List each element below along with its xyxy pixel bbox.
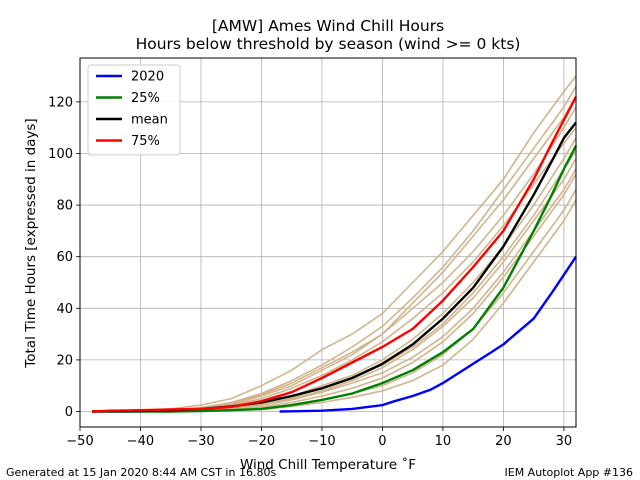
x-tick-label: −40: [127, 434, 154, 449]
y-axis-label: Total Time Hours [expressed in days]: [23, 118, 39, 368]
series-line-2020: [279, 256, 577, 413]
main-series-group: [92, 96, 578, 413]
x-tick-label: 0: [378, 434, 386, 449]
legend-label: 75%: [131, 134, 160, 149]
plot-frame: [79, 57, 577, 428]
footer-generated-text: Generated at 15 Jan 2020 8:44 AM CST in …: [6, 466, 276, 479]
grid: [79, 58, 576, 427]
chart-subtitle: Hours below threshold by season (wind >=…: [136, 35, 521, 53]
legend: 2020 25% mean 75%: [87, 64, 181, 156]
y-tick-label: 40: [56, 302, 73, 317]
chart-title: [AMW] Ames Wind Chill Hours: [212, 17, 444, 35]
legend-label: mean: [131, 113, 168, 128]
y-tick-label: 20: [56, 353, 73, 368]
background-season-line: [92, 75, 577, 413]
axes: −50 −40 −30 −20 −10 0 10 20 30 0 20 40 60 80 100 120: [48, 57, 577, 449]
y-tick-label: 80: [56, 199, 73, 214]
x-tick-label: 10: [435, 434, 452, 449]
series-line-75pct: [92, 96, 578, 413]
legend-box: [87, 64, 181, 156]
y-tick-label: 100: [48, 147, 73, 162]
y-tick-label: 120: [48, 95, 73, 110]
x-tick-label: −10: [308, 434, 335, 449]
legend-label: 25%: [131, 91, 160, 106]
x-tick-label: 20: [495, 434, 512, 449]
series-line-25pct: [92, 145, 578, 413]
y-tick-label: 0: [65, 405, 73, 420]
x-tick-label: 30: [556, 434, 573, 449]
footer-app-text: IEM Autoplot App #136: [505, 466, 634, 479]
x-tick-label: −30: [187, 434, 214, 449]
legend-label: 2020: [131, 70, 164, 85]
y-tick-label: 60: [56, 250, 73, 265]
x-tick-label: −50: [66, 434, 93, 449]
x-tick-label: −20: [248, 434, 275, 449]
x-axis-label: Wind Chill Temperature ˚F: [240, 456, 416, 473]
